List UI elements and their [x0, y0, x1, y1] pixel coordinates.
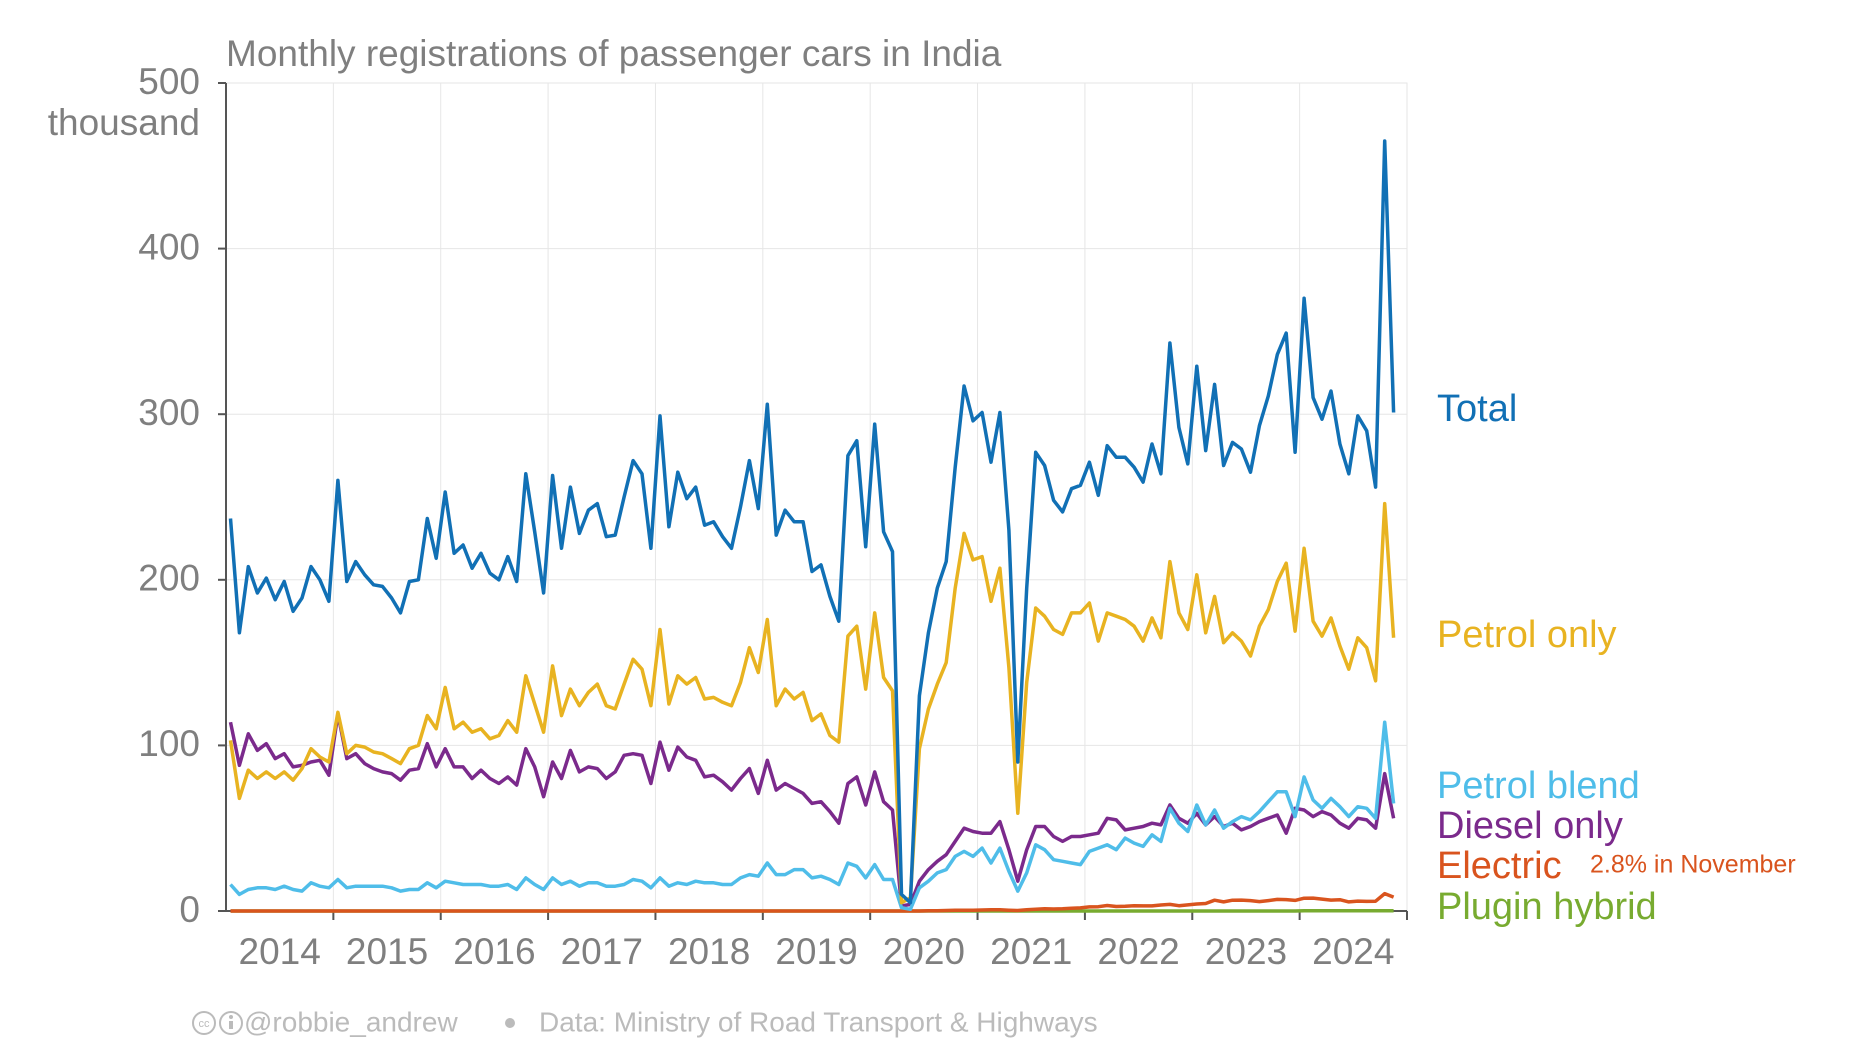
x-tick-label: 2021	[990, 931, 1072, 972]
source: Data: Ministry of Road Transport & Highw…	[539, 1006, 1098, 1037]
cc-icons: cc	[192, 1011, 243, 1035]
series-line	[228, 139, 1396, 905]
series-label: Petrol only	[1437, 614, 1617, 656]
series-line	[230, 891, 1395, 913]
y-tick-label: 300	[138, 392, 200, 433]
x-tick-label: 2016	[453, 931, 535, 972]
series-label: Plugin hybrid	[1437, 886, 1657, 928]
y-tick-label: 400	[138, 226, 200, 267]
y-tick-label: 0	[179, 889, 200, 930]
series-label: Diesel only	[1437, 805, 1623, 847]
credit: @robbie_andrew	[244, 1006, 458, 1037]
series-line	[228, 501, 1396, 905]
y-tick-label: 100	[138, 723, 200, 764]
series-label: Petrol blend	[1437, 765, 1640, 807]
y-tick-label: 500	[138, 61, 200, 102]
x-tick-label: 2019	[775, 931, 857, 972]
x-tick-label: 2014	[239, 931, 321, 972]
series-label: Total	[1437, 388, 1517, 430]
x-tick-label: 2024	[1312, 931, 1394, 972]
separator	[505, 1018, 515, 1028]
chart-title: Monthly registrations of passenger cars …	[226, 33, 1002, 74]
x-tick-label: 2018	[668, 931, 750, 972]
x-tick-label: 2022	[1097, 931, 1179, 972]
x-tick-label: 2023	[1205, 931, 1287, 972]
x-tick-label: 2017	[561, 931, 643, 972]
annotation: 2.8% in November	[1590, 851, 1796, 879]
series-line	[228, 712, 1396, 908]
x-tick-label: 2020	[883, 931, 965, 972]
series-line	[229, 720, 1396, 912]
y-unit: thousand	[48, 102, 200, 143]
y-tick-label: 200	[138, 558, 200, 599]
x-tick-label: 2015	[346, 931, 428, 972]
plot-frame	[225, 82, 1408, 912]
series-label: Electric	[1437, 845, 1562, 887]
svg-text:cc: cc	[199, 1018, 211, 1030]
